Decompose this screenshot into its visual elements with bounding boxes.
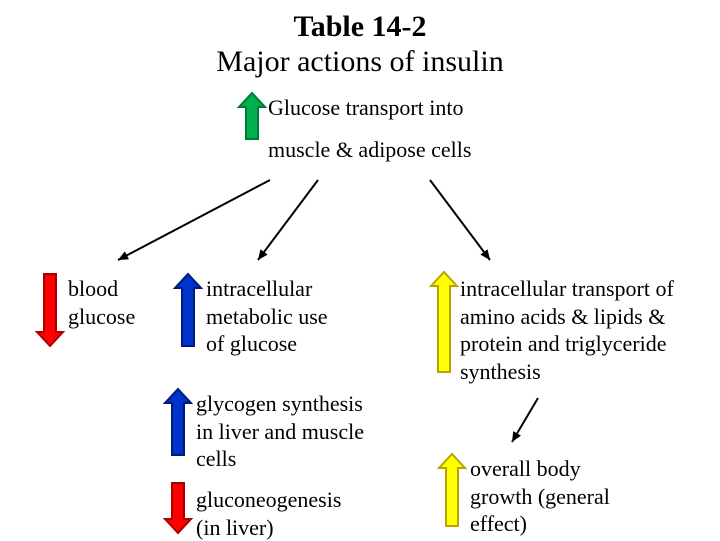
text-line: Glucose transport into — [268, 94, 471, 122]
text-line: effect) — [470, 510, 610, 538]
text-line: glycogen synthesis — [196, 390, 364, 418]
red-down-2-arrow-icon — [165, 483, 191, 533]
text-line: in liver and muscle — [196, 418, 364, 446]
text-line: (in liver) — [196, 514, 341, 541]
blue-up-2-arrow-icon — [165, 389, 191, 455]
glycogen-synthesis-label: glycogen synthesis in liver and muscle c… — [196, 390, 364, 473]
blood-glucose-label: blood glucose — [68, 275, 135, 330]
text-line: intracellular — [206, 275, 328, 303]
gluconeogenesis-label: gluconeogenesis (in liver) — [196, 486, 341, 541]
page-title: Table 14-2 — [0, 10, 720, 45]
text-line: blood — [68, 275, 135, 303]
overall-growth-label: overall body growth (general effect) — [470, 455, 610, 538]
text-line: metabolic use — [206, 303, 328, 331]
blue-up-1-arrow-icon — [175, 274, 201, 346]
amino-lipid-label: intracellular transport of amino acids &… — [460, 275, 674, 385]
glucose-transport-label: Glucose transport into muscle & adipose … — [268, 94, 471, 163]
yellow-up-2-arrow-icon — [439, 454, 465, 526]
header: Table 14-2 Major actions of insulin — [0, 0, 720, 79]
page-subtitle: Major actions of insulin — [0, 45, 720, 80]
intracellular-metabolic-label: intracellular metabolic use of glucose — [206, 275, 328, 358]
text-line: amino acids & lipids & — [460, 303, 674, 331]
text-line: synthesis — [460, 358, 674, 386]
text-line: growth (general — [470, 483, 610, 511]
text-line: of glucose — [206, 330, 328, 358]
text-line: cells — [196, 445, 364, 473]
text-line: overall body — [470, 455, 610, 483]
text-line: gluconeogenesis — [196, 486, 341, 514]
text-line: protein and triglyceride — [460, 330, 674, 358]
green-up-arrow-icon — [239, 93, 265, 139]
text-line: intracellular transport of — [460, 275, 674, 303]
text-line: muscle & adipose cells — [268, 136, 471, 164]
yellow-up-1-arrow-icon — [431, 272, 457, 372]
text-line: glucose — [68, 303, 135, 331]
red-down-arrow-icon — [37, 274, 63, 346]
